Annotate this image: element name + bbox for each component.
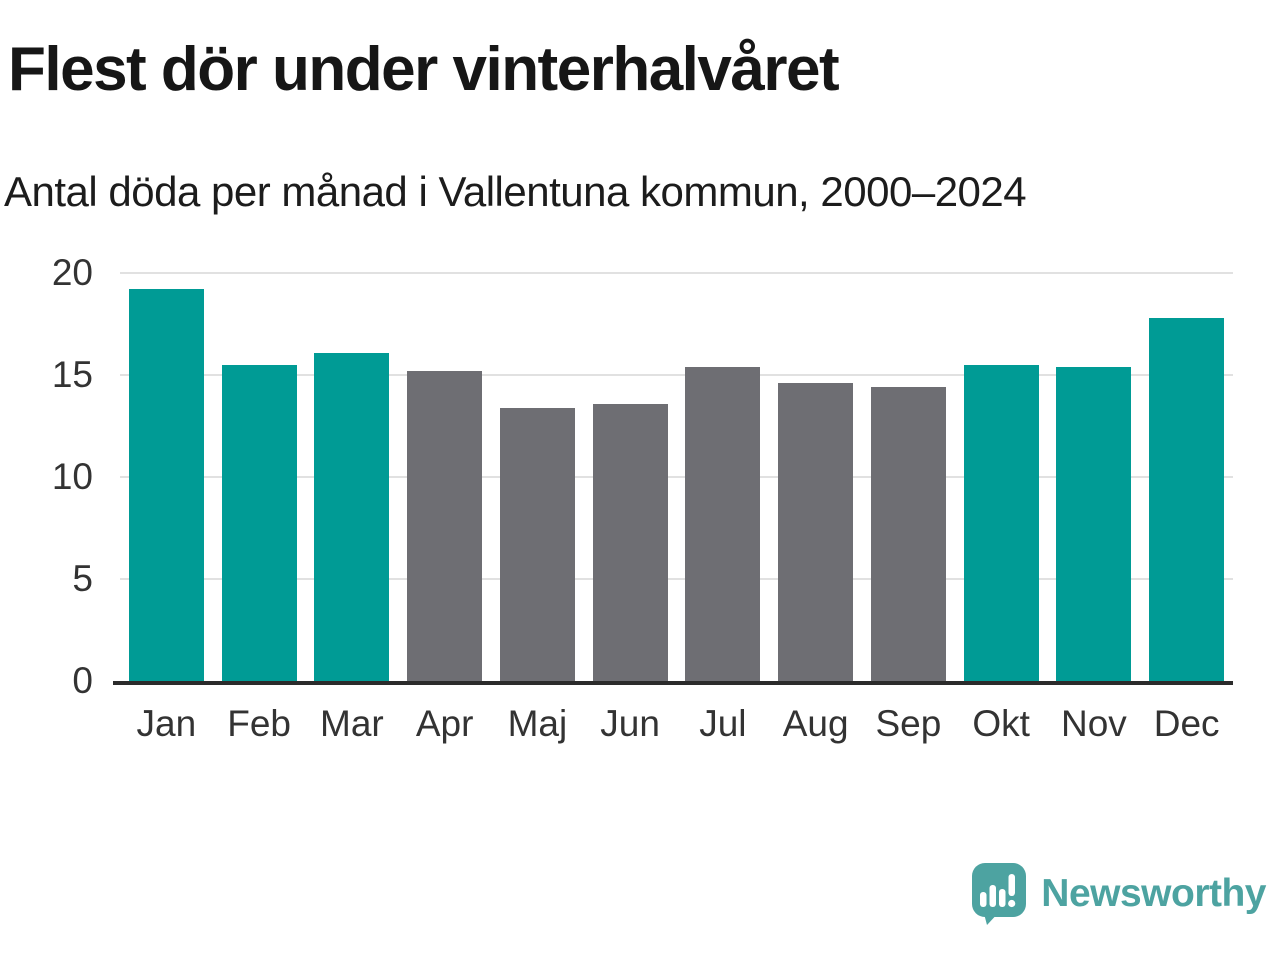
plot-area — [113, 272, 1233, 685]
x-tick-label-jan: Jan — [136, 703, 197, 744]
y-tick-label-20: 20 — [51, 252, 93, 293]
x-tick-label-apr: Apr — [415, 703, 474, 744]
x-tick-label-dec: Dec — [1153, 703, 1220, 744]
gridline-y-20 — [120, 272, 1233, 274]
x-tick-label-jun: Jun — [600, 703, 660, 744]
bar-aug — [778, 383, 854, 681]
x-axis-tick-labels: Jan Feb Mar Apr Maj Jun Jul Aug Sep Okt Nov Dec — [120, 703, 1233, 745]
x-tick-label-maj: Maj — [507, 703, 568, 744]
x-tick-label-okt: Okt — [972, 703, 1030, 744]
bar-jul — [685, 366, 761, 681]
bar-jan — [128, 289, 204, 681]
gridline-y-15 — [120, 374, 1233, 376]
x-tick-label-nov: Nov — [1060, 703, 1127, 744]
bar-apr — [407, 370, 483, 681]
x-tick-label-mar: Mar — [320, 703, 384, 744]
y-tick-label-10: 10 — [51, 456, 93, 497]
bar-feb — [221, 364, 297, 681]
bars-container — [120, 273, 1233, 681]
bar-sep — [870, 387, 946, 681]
y-axis-tick-labels: 0 5 10 15 20 — [0, 252, 93, 701]
y-tick-label-15: 15 — [51, 354, 93, 395]
bar-okt — [963, 364, 1039, 681]
gridline-y-10 — [120, 476, 1233, 478]
x-tick-label-sep: Sep — [875, 703, 942, 744]
y-tick-label-0: 0 — [72, 660, 93, 701]
chart-title: Flest dör under vinterhalvåret — [8, 35, 840, 104]
gridline-y-5 — [120, 578, 1233, 580]
newsworthy-brand: Newsworthy — [970, 862, 1266, 926]
bar-dec — [1149, 317, 1225, 681]
x-axis-line — [113, 681, 1233, 685]
chart-subtitle: Antal döda per månad i Vallentuna kommun… — [4, 168, 1027, 215]
x-tick-label-feb: Feb — [227, 703, 291, 744]
y-tick-label-5: 5 — [72, 558, 93, 599]
x-tick-label-aug: Aug — [782, 703, 849, 744]
bar-maj — [499, 407, 575, 681]
brand-name: Newsworthy — [1041, 872, 1266, 915]
x-tick-label-jul: Jul — [699, 703, 747, 744]
bar-mar — [314, 352, 390, 681]
bar-jun — [592, 403, 668, 681]
bar-nov — [1056, 366, 1132, 681]
newsworthy-logo-icon — [972, 863, 1027, 925]
